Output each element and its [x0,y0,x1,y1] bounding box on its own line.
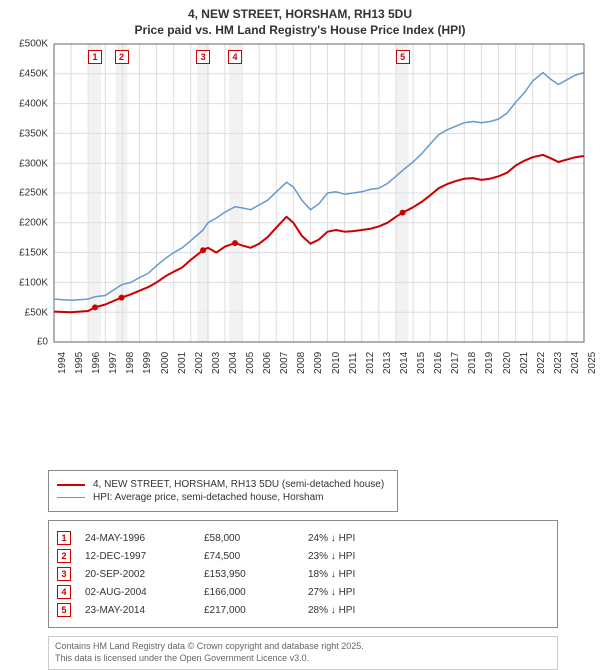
x-tick-label: 2000 [160,352,171,374]
x-tick-label: 2019 [484,352,495,374]
y-tick-label: £250K [0,188,48,199]
x-tick-label: 2017 [450,352,461,374]
table-row: 4 02-AUG-2004 £166,000 27% ↓ HPI [57,585,549,599]
row-date: 02-AUG-2004 [85,587,190,598]
x-tick-label: 2018 [467,352,478,374]
row-badge: 4 [57,585,71,599]
y-tick-label: £400K [0,98,48,109]
row-date: 24-MAY-1996 [85,533,190,544]
x-tick-label: 2002 [194,352,205,374]
footer-attribution: Contains HM Land Registry data © Crown c… [48,636,558,669]
x-tick-label: 2025 [587,352,598,374]
x-tick-label: 1995 [74,352,85,374]
row-badge: 2 [57,549,71,563]
table-row: 5 23-MAY-2014 £217,000 28% ↓ HPI [57,603,549,617]
x-tick-label: 2014 [399,352,410,374]
x-tick-label: 2007 [279,352,290,374]
y-tick-label: £50K [0,307,48,318]
x-tick-label: 2011 [348,353,359,375]
table-row: 2 12-DEC-1997 £74,500 23% ↓ HPI [57,549,549,563]
chart-marker-badge: 2 [115,50,129,64]
x-tick-label: 2013 [382,352,393,374]
legend-swatch-price-paid [57,484,85,486]
row-date: 12-DEC-1997 [85,551,190,562]
chart-area: £0£50K£100K£150K£200K£250K£300K£350K£400… [10,42,588,422]
table-row: 3 20-SEP-2002 £153,950 18% ↓ HPI [57,567,549,581]
x-tick-label: 2005 [245,352,256,374]
x-tick-label: 2003 [211,352,222,374]
row-price: £217,000 [204,605,294,616]
x-tick-label: 2015 [416,352,427,374]
legend-label-price-paid: 4, NEW STREET, HORSHAM, RH13 5DU (semi-d… [93,479,384,490]
footer-line-2: This data is licensed under the Open Gov… [55,653,551,665]
footer-line-1: Contains HM Land Registry data © Crown c… [55,641,551,653]
chart-title: 4, NEW STREET, HORSHAM, RH13 5DU Price p… [10,6,590,38]
row-badge: 1 [57,531,71,545]
x-tick-label: 1998 [125,352,136,374]
y-tick-label: £0 [0,337,48,348]
row-price: £74,500 [204,551,294,562]
y-tick-label: £450K [0,69,48,80]
chart-marker-badge: 3 [196,50,210,64]
x-tick-label: 2024 [570,352,581,374]
row-date: 23-MAY-2014 [85,605,190,616]
x-tick-label: 1994 [57,352,68,374]
table-row: 1 24-MAY-1996 £58,000 24% ↓ HPI [57,531,549,545]
row-delta: 24% ↓ HPI [308,533,418,544]
x-tick-label: 2021 [519,352,530,374]
x-tick-label: 2010 [331,352,342,374]
y-tick-label: £300K [0,158,48,169]
x-tick-label: 2009 [313,352,324,374]
x-tick-label: 1996 [91,352,102,374]
row-price: £166,000 [204,587,294,598]
row-delta: 28% ↓ HPI [308,605,418,616]
x-tick-label: 2016 [433,352,444,374]
y-tick-label: £100K [0,277,48,288]
legend-label-hpi: HPI: Average price, semi-detached house,… [93,492,324,503]
x-tick-label: 1997 [108,352,119,374]
row-delta: 23% ↓ HPI [308,551,418,562]
chart-marker-badge: 4 [228,50,242,64]
y-tick-label: £350K [0,128,48,139]
title-line-1: 4, NEW STREET, HORSHAM, RH13 5DU [10,6,590,22]
row-price: £58,000 [204,533,294,544]
x-tick-label: 2001 [177,352,188,374]
row-date: 20-SEP-2002 [85,569,190,580]
title-line-2: Price paid vs. HM Land Registry's House … [10,22,590,38]
x-tick-label: 2023 [553,352,564,374]
chart-marker-badge: 1 [88,50,102,64]
x-tick-label: 2022 [536,352,547,374]
row-delta: 27% ↓ HPI [308,587,418,598]
y-tick-label: £200K [0,218,48,229]
row-badge: 5 [57,603,71,617]
legend-item-price-paid: 4, NEW STREET, HORSHAM, RH13 5DU (semi-d… [57,479,389,490]
x-tick-label: 2008 [296,352,307,374]
x-tick-label: 2006 [262,352,273,374]
x-tick-label: 2012 [365,352,376,374]
legend-swatch-hpi [57,497,85,498]
x-tick-label: 2004 [228,352,239,374]
legend-box: 4, NEW STREET, HORSHAM, RH13 5DU (semi-d… [48,470,398,512]
x-tick-label: 2020 [502,352,513,374]
y-tick-label: £150K [0,247,48,258]
x-tick-label: 1999 [142,352,153,374]
row-delta: 18% ↓ HPI [308,569,418,580]
transactions-table: 1 24-MAY-1996 £58,000 24% ↓ HPI 2 12-DEC… [48,520,558,628]
chart-marker-badge: 5 [396,50,410,64]
y-tick-label: £500K [0,39,48,50]
row-badge: 3 [57,567,71,581]
row-price: £153,950 [204,569,294,580]
legend-item-hpi: HPI: Average price, semi-detached house,… [57,492,389,503]
